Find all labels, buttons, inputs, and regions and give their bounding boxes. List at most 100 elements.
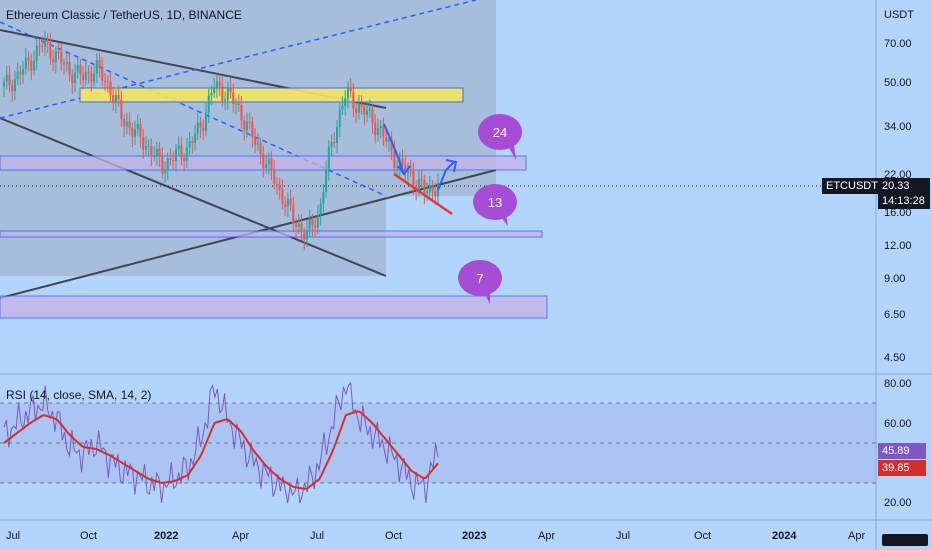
candle-body [153, 156, 156, 158]
tradingview-badge [882, 534, 928, 546]
candle-body [194, 133, 197, 143]
candle-body [49, 42, 52, 59]
candle-body [396, 167, 399, 169]
blue-up-arrow[interactable] [437, 161, 455, 191]
candle-body [333, 142, 336, 144]
zone-13[interactable] [0, 230, 543, 238]
candle-body [262, 153, 265, 169]
candle-body [174, 149, 177, 161]
price-tick: 6.50 [884, 309, 905, 321]
price-tick: 9.00 [884, 273, 905, 285]
candle-body [33, 60, 36, 71]
candle-body [273, 170, 276, 185]
candle-body [374, 123, 377, 136]
candle-body [387, 139, 390, 142]
candle-body [43, 39, 46, 47]
time-label: 2022 [154, 530, 178, 542]
candle-body [177, 145, 180, 150]
candle-body [295, 223, 298, 227]
candle-body [213, 88, 216, 94]
time-axis[interactable]: Jul Oct 2022 Apr Jul Oct 2023 Apr Jul Oct 2024 Apr [6, 530, 865, 542]
candle-body [221, 86, 224, 101]
candle-body [322, 192, 325, 204]
time-label: 2024 [772, 530, 797, 542]
candle-body [95, 60, 98, 74]
candle-body [11, 85, 14, 92]
candle-body [349, 87, 352, 92]
candle-body [434, 191, 437, 197]
time-label: Oct [694, 530, 711, 542]
time-label: Apr [232, 530, 249, 542]
candle-body [128, 121, 131, 128]
yellow-resistance-zone[interactable] [79, 87, 464, 103]
last-price-tag: 20.33 [878, 178, 930, 194]
candle-body [172, 159, 175, 161]
candle-body [131, 127, 134, 137]
candle-body [330, 142, 333, 147]
candle-body [188, 141, 191, 148]
channel-lower-line[interactable] [0, 117, 387, 277]
callout-24-label: 24 [493, 125, 507, 140]
callout-24[interactable]: 24 [478, 114, 522, 160]
candle-body [60, 52, 63, 64]
candle-body [390, 139, 393, 151]
candle-body [112, 95, 115, 103]
time-label: Jul [310, 530, 324, 542]
candle-body [319, 203, 322, 215]
candle-body [27, 57, 30, 62]
candle-body [404, 164, 407, 173]
candle-body [297, 223, 300, 227]
zone-7[interactable] [0, 295, 548, 319]
candle-body [286, 198, 289, 207]
candle-body [35, 45, 38, 61]
candle-body [79, 65, 82, 75]
candle-body [93, 73, 96, 82]
candle-body [22, 68, 25, 75]
candle-body [16, 71, 19, 80]
candle-body [76, 65, 79, 73]
candle-body [229, 87, 232, 93]
candle-body [199, 122, 202, 128]
time-label: Apr [538, 530, 555, 542]
candle-body [226, 87, 229, 100]
candle-body [311, 218, 314, 226]
chart-title: Ethereum Classic / TetherUS, 1D, BINANCE [6, 8, 242, 22]
candle-body [191, 141, 194, 143]
rsi-sma-line [3, 410, 439, 490]
time-label: Oct [385, 530, 402, 542]
candle-body [243, 120, 246, 130]
red-trendline[interactable] [393, 172, 453, 216]
candle-body [5, 74, 8, 82]
rsi-title: RSI (14, close, SMA, 14, 2) [6, 388, 152, 402]
price-axis-unit: USDT [884, 9, 914, 21]
candle-body [254, 136, 257, 145]
candle-body [379, 125, 382, 129]
candle-body [30, 61, 33, 71]
candle-body [382, 125, 385, 137]
price-tick: 12.00 [884, 240, 912, 252]
candle-body [256, 143, 259, 145]
rsi-line [3, 381, 439, 504]
candle-body [73, 72, 76, 84]
candle-body [426, 192, 429, 194]
candle-body [300, 223, 303, 233]
candle-body [278, 184, 281, 190]
candle-body [166, 158, 169, 170]
dashed-channel-top[interactable] [0, 0, 477, 119]
candle-body [232, 92, 235, 104]
candle-body [169, 158, 172, 160]
callout-7[interactable]: 7 [458, 260, 502, 304]
blue-down-arrow[interactable] [383, 123, 405, 175]
time-label: Jul [616, 530, 630, 542]
callout-13[interactable]: 13 [473, 184, 517, 226]
candlestick-series [3, 31, 439, 251]
candle-body [393, 150, 396, 169]
candle-body [63, 63, 66, 65]
candle-body [8, 74, 11, 86]
candle-body [65, 61, 68, 64]
candle-body [431, 185, 434, 192]
callout-7-label: 7 [476, 271, 483, 286]
countdown-tag: 14:13:28 [878, 193, 930, 209]
candle-body [120, 99, 123, 119]
